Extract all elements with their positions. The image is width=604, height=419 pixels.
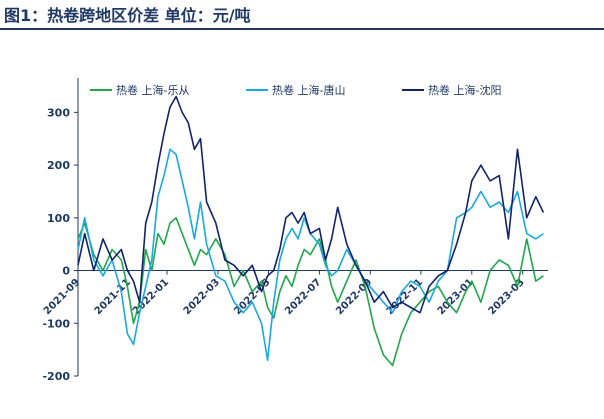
legend: 热卷 上海-乐从 热卷 上海-唐山 热卷 上海-沈阳 — [90, 83, 501, 97]
series-line-2 — [77, 148, 544, 362]
legend-label-3: 热卷 上海-沈阳 — [428, 83, 501, 97]
chart-header: 图1：热卷跨地区价差 单位：元/吨 — [0, 0, 604, 30]
y-tick-label: 100 — [47, 212, 70, 225]
x-tick-label: 2023-03 — [487, 277, 527, 317]
y-tick-label: 0 — [62, 265, 70, 278]
plot-area — [77, 95, 545, 367]
y-tick-label: 200 — [47, 159, 70, 172]
legend-label-2: 热卷 上海-唐山 — [272, 83, 345, 97]
x-tick-label: 2021-09 — [42, 277, 82, 317]
x-tick-label: 2022-03 — [182, 277, 222, 317]
series-line-3 — [77, 95, 545, 314]
y-tick-label: 300 — [47, 106, 70, 119]
chart-title: 图1：热卷跨地区价差 单位：元/吨 — [4, 6, 251, 25]
series-line-1 — [77, 217, 544, 367]
legend-label-1: 热卷 上海-乐从 — [116, 83, 189, 97]
y-tick-label: -100 — [42, 317, 70, 330]
title-underline — [0, 28, 604, 30]
x-tick-label: 2022-05 — [232, 277, 272, 317]
y-tick-label: -200 — [42, 370, 70, 383]
